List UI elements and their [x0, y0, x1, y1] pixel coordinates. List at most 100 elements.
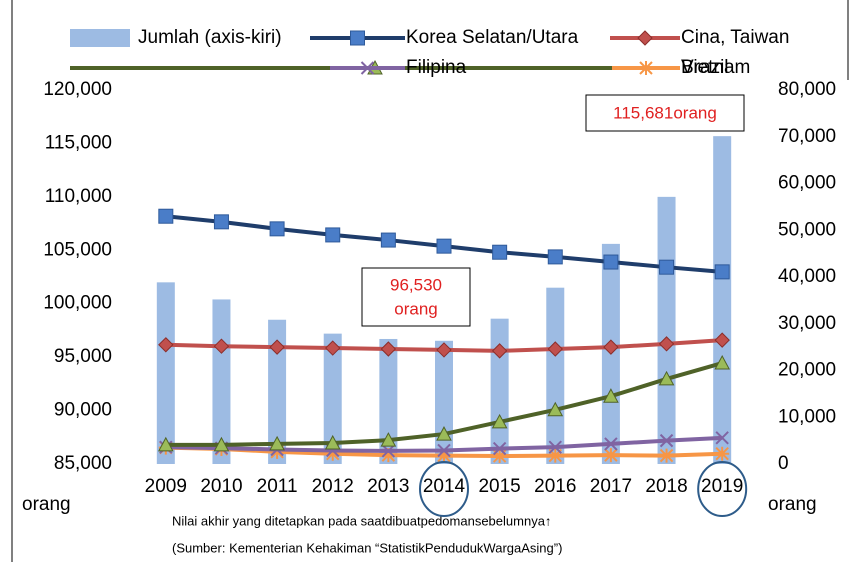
marker — [436, 426, 452, 441]
annotation: 96,530 — [390, 275, 442, 294]
y2-tick-label: 0 — [778, 453, 789, 474]
bar — [490, 318, 509, 464]
legend-marker — [639, 61, 653, 75]
marker — [380, 232, 396, 248]
marker — [436, 342, 452, 358]
y2-axis-label: orang — [768, 494, 817, 515]
marker — [604, 437, 618, 451]
marker — [325, 227, 341, 243]
x-tick-label: 2018 — [645, 476, 687, 497]
bar — [212, 299, 231, 464]
marker — [659, 448, 674, 463]
annotation-box — [585, 94, 745, 132]
marker — [492, 449, 507, 464]
note: (Sumber: Kementerian Kehakiman “Statisti… — [172, 540, 562, 555]
marker — [157, 436, 174, 452]
legend-label: Filipina — [406, 57, 467, 78]
bar — [323, 333, 342, 464]
y2-tick-label: 30,000 — [778, 313, 836, 334]
marker — [324, 434, 341, 450]
marker — [213, 436, 230, 452]
bar — [156, 282, 175, 464]
marker — [437, 448, 451, 463]
marker — [269, 221, 285, 237]
marker — [658, 370, 675, 386]
highlight-circle — [697, 461, 748, 517]
legend-marker — [350, 30, 365, 46]
bar — [268, 319, 287, 464]
marker — [715, 446, 730, 461]
legend-label: Korea Selatan/Utara — [406, 27, 579, 48]
y-tick-label: 95,000 — [54, 346, 112, 367]
marker — [547, 249, 563, 265]
y-tick-label: 105,000 — [43, 239, 112, 260]
annotation-box — [361, 267, 471, 327]
marker — [491, 343, 508, 359]
x-tick-label: 2017 — [590, 476, 632, 497]
legend-swatch — [70, 29, 130, 47]
y-tick-label: 85,000 — [54, 453, 112, 474]
legend-label: Vietnam — [681, 57, 750, 78]
marker — [659, 433, 674, 448]
legend-label: Brazil — [681, 57, 729, 78]
y-tick-label: 120,000 — [43, 79, 112, 100]
marker — [547, 341, 563, 357]
x-tick-label: 2010 — [200, 476, 242, 497]
marker — [603, 339, 619, 355]
legend-marker — [637, 30, 653, 46]
marker — [437, 443, 451, 458]
y-tick-label: 110,000 — [45, 186, 112, 207]
legend-marker — [360, 61, 375, 75]
marker — [380, 341, 397, 357]
marker — [714, 264, 730, 280]
marker — [492, 441, 507, 456]
marker — [381, 444, 396, 458]
y2-tick-label: 60,000 — [778, 173, 836, 194]
marker — [603, 448, 618, 463]
bar — [713, 136, 732, 464]
y2-tick-label: 50,000 — [778, 219, 836, 240]
x-tick-label: 2016 — [534, 476, 576, 497]
marker — [325, 340, 341, 356]
x-tick-label: 2012 — [312, 476, 354, 497]
x-tick-label: 2009 — [145, 476, 187, 497]
x-tick-label: 2013 — [367, 476, 409, 497]
bar — [379, 338, 398, 464]
y2-tick-label: 70,000 — [778, 126, 836, 147]
note: Nilai akhir yang ditetapkan pada saatdib… — [172, 513, 551, 528]
marker — [213, 214, 229, 230]
y2-tick-label: 40,000 — [778, 266, 836, 287]
marker — [269, 339, 285, 355]
legend-label: Cina, Taiwan — [681, 27, 789, 48]
marker — [325, 446, 340, 461]
marker — [158, 337, 174, 353]
marker — [492, 244, 508, 260]
marker — [548, 440, 562, 454]
x-tick-label: 2015 — [478, 476, 520, 497]
bar — [657, 196, 676, 464]
x-tick-label: 2011 — [257, 476, 298, 497]
annotation: 115,681orang — [613, 103, 717, 122]
y-tick-label: 90,000 — [54, 400, 112, 421]
y-tick-label: 100,000 — [43, 293, 112, 314]
marker — [381, 448, 396, 463]
bar — [546, 287, 565, 464]
marker — [714, 354, 731, 370]
marker — [158, 208, 174, 224]
marker — [548, 448, 563, 463]
y-tick-label: 115,000 — [45, 132, 112, 153]
marker — [603, 254, 619, 270]
highlight-circle — [419, 461, 469, 517]
y2-tick-label: 10,000 — [778, 406, 836, 427]
marker — [658, 336, 675, 352]
y2-tick-label: 20,000 — [778, 360, 836, 381]
x-tick-label: 2014 — [423, 476, 466, 497]
marker — [436, 238, 452, 254]
marker — [547, 401, 564, 417]
y2-tick-label: 80,000 — [778, 79, 836, 100]
y-axis-label: orang — [22, 494, 71, 515]
marker — [491, 413, 508, 429]
marker — [659, 259, 675, 275]
marker — [269, 435, 285, 451]
